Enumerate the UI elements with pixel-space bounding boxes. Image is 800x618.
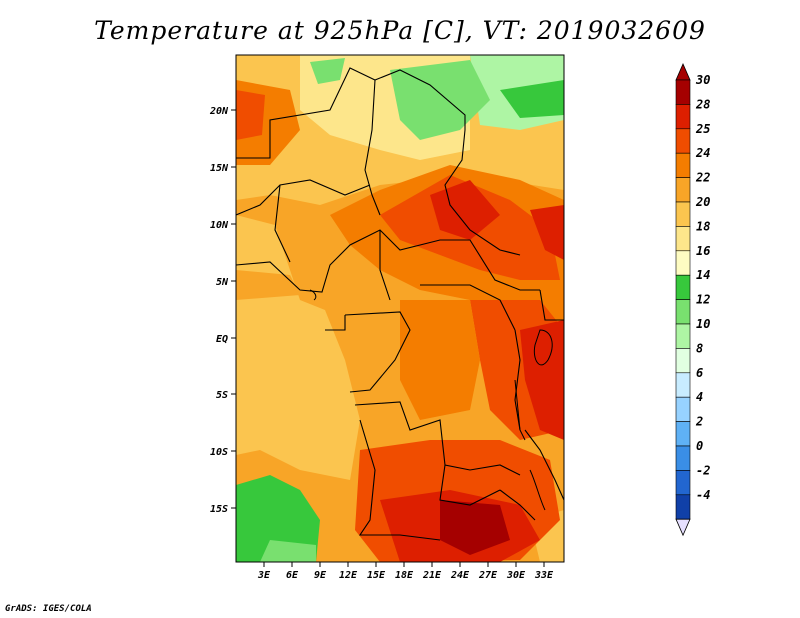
lon-tick-label: 15E [367,570,386,581]
colorbar-top-arrow [675,63,691,81]
colorbar-label: 2 [695,415,703,429]
lon-tick-label: 9E [314,570,327,581]
colorbar-segment [675,372,691,398]
colorbar-segment [675,79,691,105]
colorbar-label: 22 [695,171,710,185]
colorbar-label: 18 [696,219,710,233]
colorbar-segment [675,152,691,178]
lon-tick-label: 6E [286,570,299,581]
lon-tick-label: 27E [478,570,498,581]
colorbar-segment [675,128,691,154]
colorbar-segment [675,201,691,227]
grads-credit: GrADS: IGES/COLA [5,604,92,614]
temperature-field [236,55,564,562]
colorbar-label: 10 [696,317,710,331]
colorbar-label: -2 [696,463,710,477]
lat-tick-label: 5N [216,277,229,288]
lat-tick-label: 10S [210,447,228,458]
colorbar-label: 4 [696,390,703,404]
lat-tick-label: 5S [216,390,228,401]
colorbar-label: 12 [696,293,710,307]
colorbar-segment [675,274,691,300]
lat-tick-label: EQ [216,334,228,345]
colorbar-label: 20 [695,195,710,209]
colorbar-segment [675,299,691,325]
lon-tick-label: 24E [450,570,470,581]
colorbar-label: 16 [696,244,710,258]
colorbar-label: 6 [696,366,703,380]
map-title: Temperature at 925hPa [C], VT: 201903260… [94,16,706,45]
colorbar-segment [675,104,691,130]
lon-tick-label: 18E [395,570,414,581]
colorbar-segment [675,177,691,203]
colorbar-segment [675,470,691,496]
colorbar-segment [675,250,691,276]
colorbar-segment [675,396,691,422]
colorbar-label: 30 [695,73,710,87]
colorbar-segment [675,226,691,252]
lat-tick-label: 15S [210,504,228,515]
lon-tick-label: 12E [339,570,358,581]
lat-tick-label: 10N [210,220,229,231]
colorbar-segment [675,445,691,471]
colorbar-label: 14 [696,268,710,282]
colorbar-label: 24 [695,146,710,160]
colorbar-label: -4 [696,488,710,502]
lon-tick-label: 33E [534,570,554,581]
lat-tick-label: 15N [210,163,229,174]
colorbar-segment [675,421,691,447]
axis-ticks [231,109,545,567]
lon-tick-label: 21E [422,570,442,581]
map-frame [235,54,565,563]
lakes [309,289,553,511]
colorbar-label: 25 [695,122,710,136]
colorbar-label: 28 [695,97,710,111]
colorbar-bottom-arrow [675,518,691,537]
lon-tick-label: 30E [506,570,526,581]
colorbar [675,63,691,537]
lon-tick-label: 3E [257,570,271,581]
colorbar-label: 0 [696,439,703,453]
colorbar-segment [675,323,691,349]
lat-tick-label: 20N [209,106,229,117]
colorbar-segment [675,348,691,374]
country-borders [236,67,564,541]
colorbar-segment [675,494,691,520]
colorbar-label: 8 [696,341,703,355]
